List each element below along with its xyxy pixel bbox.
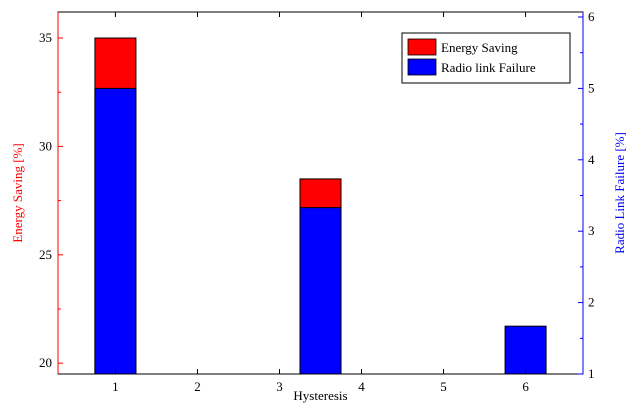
x-tick-label: 4 xyxy=(358,379,365,394)
right-tick-label: 6 xyxy=(588,9,595,24)
left-tick-label: 20 xyxy=(39,355,52,370)
legend: Energy Saving Radio link Failure xyxy=(401,32,571,84)
x-axis-title: Hysteresis xyxy=(293,388,347,403)
left-axis-title: Energy Saving [%] xyxy=(10,143,25,242)
right-tick-label: 5 xyxy=(588,80,595,95)
right-tick-label: 1 xyxy=(588,366,595,381)
right-tick-label: 2 xyxy=(588,295,595,310)
left-tick-label: 35 xyxy=(39,30,52,45)
bar-radio-link-failure-0 xyxy=(94,87,137,375)
bar-radio-link-failure-2 xyxy=(504,325,547,375)
bars-group xyxy=(94,37,547,375)
x-tick-label: 2 xyxy=(194,379,201,394)
left-tick-label: 25 xyxy=(39,247,52,262)
legend-label-radio-link-failure: Radio link Failure xyxy=(441,60,536,75)
right-tick-label: 4 xyxy=(588,152,595,167)
right-axis: 1 2 3 4 5 6 xyxy=(578,9,595,381)
legend-swatch-radio-link-failure xyxy=(407,58,437,76)
left-tick-label: 30 xyxy=(39,138,52,153)
x-tick-label: 1 xyxy=(112,379,119,394)
left-axis: 20 25 30 35 xyxy=(39,12,63,374)
right-axis-title: Radio Link Failure [%] xyxy=(612,132,627,254)
right-tick-label: 3 xyxy=(588,223,595,238)
x-tick-label: 5 xyxy=(440,379,447,394)
x-axis: 1 2 3 4 5 6 xyxy=(112,12,529,394)
legend-label-energy-saving: Energy Saving xyxy=(441,40,518,55)
legend-swatch-energy-saving xyxy=(407,38,437,56)
x-tick-label: 6 xyxy=(522,379,529,394)
x-tick-label: 3 xyxy=(276,379,283,394)
bar-radio-link-failure-1 xyxy=(299,207,342,375)
